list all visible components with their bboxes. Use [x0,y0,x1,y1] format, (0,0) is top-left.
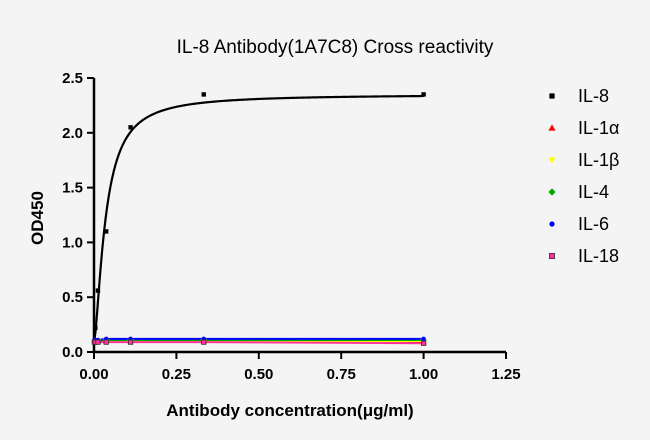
series-il-4-line [94,338,424,343]
series-il-18-point [127,339,134,345]
x-tick-label: 0.75 [327,366,356,383]
y-tick-label: 1.0 [62,234,83,251]
x-tick-label: 1.00 [409,366,438,383]
legend-il-18-marker [549,252,556,259]
series-il-8-point [93,325,98,331]
series-il-6-point [421,336,426,342]
legend-il-6-marker [549,221,555,227]
x-tick-label: 0.25 [162,366,191,383]
series-il-18-point [95,339,101,345]
series-il-18-point [103,339,109,345]
legend-il-4-label: IL-4 [578,182,609,202]
x-tick-label: 0.50 [244,366,273,383]
chart-title: IL-8 Antibody(1A7C8) Cross reactivity [177,37,494,58]
series-il-8-point [95,288,101,293]
legend: IL-8 IL-1α IL-1β IL-4 IL-6 IL-18 [548,86,619,266]
legend-il-8-label: IL-8 [578,86,609,106]
series-il-8-point [421,92,426,97]
series-il-18-point [201,339,207,345]
legend-il-1--label: IL-1β [578,150,619,170]
y-tick-label: 0.0 [62,344,83,361]
legend-il-1--marker [548,157,556,164]
x-axis-title: Antibody concentration(μg/ml) [166,401,413,420]
legend-il-6-label: IL-6 [578,214,609,234]
legend-il-18-label: IL-18 [578,246,619,266]
y-axis-title: OD450 [28,191,47,245]
legend-il-1--label: IL-1α [578,118,619,138]
series-il-8-line [92,94,424,344]
series-il-8-point [201,92,206,97]
x-tick-label: 0.00 [79,366,108,383]
legend-il-8-marker [549,93,555,99]
y-tick-label: 1.5 [62,180,83,197]
y-tick-label: 0.5 [62,289,83,306]
y-tick-label: 2.5 [62,70,83,87]
plot-area: 0.00 0.25 0.50 0.75 1.00 1.25 0.0 0.5 1.0 1.5 2.0 2… [62,70,520,383]
x-tick-label: 1.25 [491,366,520,383]
series-il-18-point [420,340,427,346]
legend-il-1--marker [548,124,556,131]
series-il-18-line [94,341,424,345]
legend-il-4-marker [548,188,556,196]
y-tick-label: 2.0 [62,125,83,142]
series-il-8-point [128,125,133,130]
series-il-8-point [103,229,109,234]
series-il-6-line [94,337,424,341]
